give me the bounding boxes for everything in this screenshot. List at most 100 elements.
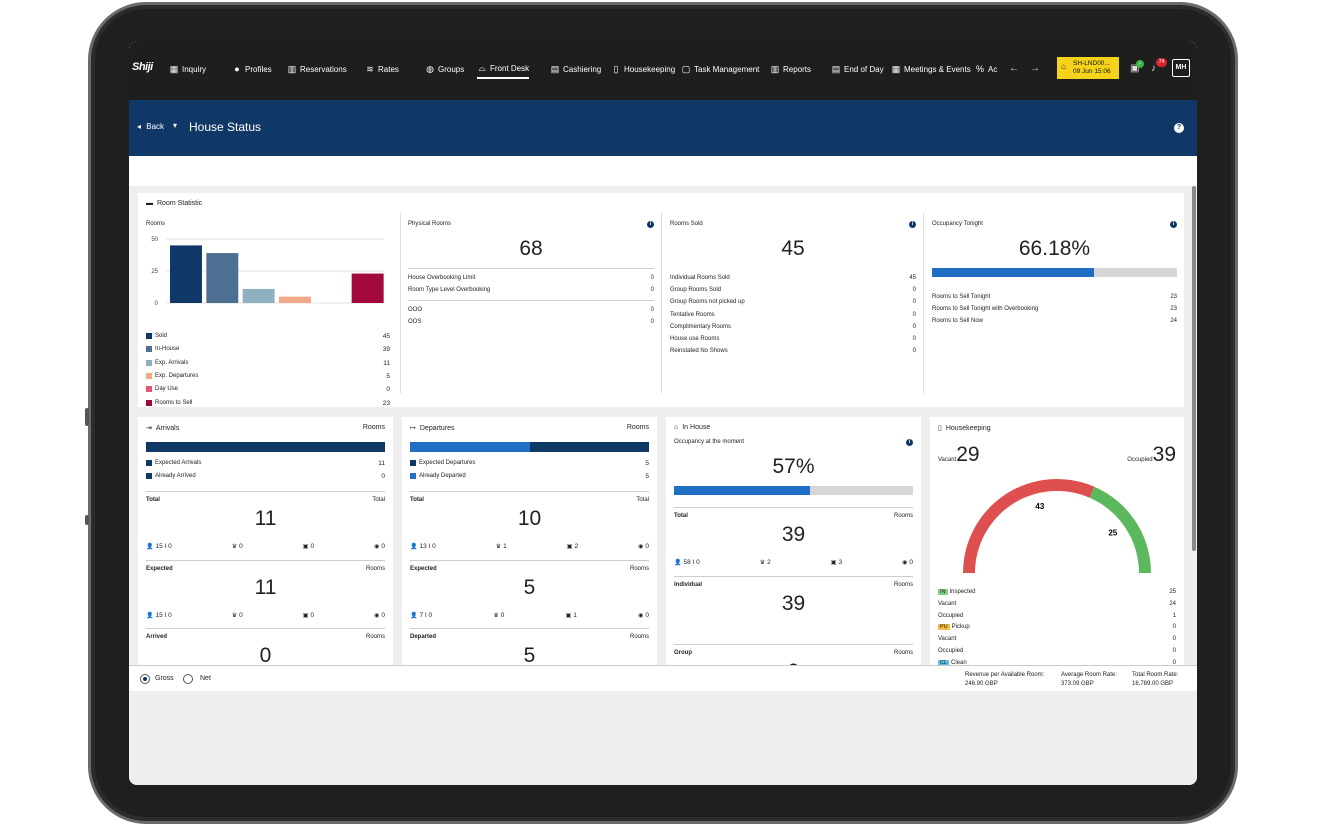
property-selector[interactable]: ⌂ SH-LND00... 09 Jun 15:06 xyxy=(1057,57,1119,79)
legend-item[interactable]: Sold xyxy=(146,333,167,339)
nav-item-front-desk[interactable]: ⌓ Front Desk xyxy=(477,62,530,79)
bed-icon: ▬ xyxy=(146,200,153,207)
nav-item-meetings-events[interactable]: ▦ Meetings & Events xyxy=(891,62,971,76)
nav-item-housekeeping[interactable]: ▯ Housekeeping xyxy=(611,62,676,76)
stat-value: 13 I 0 xyxy=(419,543,436,550)
occupancy-row: Rooms to Sell Tonight with Overbooking 23 xyxy=(932,306,1177,312)
back-button[interactable]: ◂ Back xyxy=(137,122,165,131)
gauge-green-label: 25 xyxy=(1108,528,1117,537)
legend-item[interactable]: Exp. Departures xyxy=(146,372,198,379)
bar-sold[interactable] xyxy=(170,245,202,303)
section-label: Expected xyxy=(410,565,437,572)
nav-item-reservations[interactable]: ▥ Reservations xyxy=(287,62,347,76)
vip-stat: ♛ 1 xyxy=(496,543,507,550)
nav-item-task-management[interactable]: ▢ Task Management xyxy=(681,62,760,76)
nav-item-end-of-day[interactable]: ▤ End of Day xyxy=(831,62,884,76)
stat-value: 0 xyxy=(310,543,315,550)
legend-item[interactable]: Rooms to Sell xyxy=(146,399,192,406)
row-label: Rooms to Sell Tonight with Overbooking xyxy=(932,306,1039,312)
occupied-value: 39 xyxy=(1152,443,1176,466)
gauge-vacant-arc[interactable] xyxy=(1089,486,1151,573)
vip-stat: ♛ 2 xyxy=(760,559,771,566)
stat-value: 0 xyxy=(239,543,243,550)
footer-bar: Gross Net Revenue per Available Room: 246… xyxy=(129,665,1197,691)
physical-row: House Overbooking Limit 0 xyxy=(408,275,654,281)
legend-swatch xyxy=(146,333,152,339)
nav-item-cashiering[interactable]: ▤ Cashiering xyxy=(550,62,602,76)
physical-rooms-title: Physical Rooms xyxy=(408,221,452,227)
occupied-stat: Occupied39 xyxy=(1127,443,1176,467)
section-value: 5 xyxy=(523,644,536,665)
legend-item[interactable]: In-House xyxy=(146,346,179,353)
gauge-occupied-arc[interactable] xyxy=(963,479,1095,573)
workstation-icon[interactable]: ▣ xyxy=(1130,63,1140,74)
nav-item-label: Reports xyxy=(783,64,812,74)
status-ok-badge: ✓ xyxy=(1136,60,1144,68)
document-icon: ▤ xyxy=(831,63,841,74)
chevron-down-icon[interactable]: ▾ xyxy=(173,121,178,130)
legend-swatch xyxy=(410,460,416,466)
legend-item[interactable]: Day Use xyxy=(146,386,178,393)
row-value: 0 xyxy=(650,287,654,293)
notification-bell-icon[interactable]: ♪ xyxy=(1151,63,1156,74)
back-arrow-icon[interactable]: ← xyxy=(1009,63,1019,74)
nav-item-rates[interactable]: ≋ Rates xyxy=(365,62,399,76)
nav-item-inquiry[interactable]: ▦ Inquiry xyxy=(169,62,206,76)
arrivals-card: ⇥ Arrivals Rooms Expected Arrivals 11 Alrea… xyxy=(138,417,393,665)
nav-item-label: Meetings & Events xyxy=(904,64,971,74)
housekeeping-gauge: 43 25 xyxy=(963,479,1151,573)
rooms-chart-section: Rooms 50 25 0 Sold 45 In-House 39 Exp. Arrival… xyxy=(138,213,398,407)
scrollbar[interactable] xyxy=(1192,186,1196,551)
legend-label: Expected Arrivals xyxy=(155,460,202,466)
row-label: Tentative Rooms xyxy=(670,311,715,318)
gross-radio[interactable] xyxy=(140,674,150,684)
user-avatar[interactable]: MH xyxy=(1172,59,1190,77)
info-icon[interactable]: i xyxy=(909,221,916,228)
row-value: 0 xyxy=(650,275,654,281)
legend-item[interactable]: Exp. Arrivals xyxy=(146,359,188,366)
stat-value: 2 xyxy=(574,543,579,550)
rooms-sold-row: Complimentary Rooms 0 xyxy=(670,324,916,330)
guest-icon: 👤 xyxy=(146,544,154,550)
meetings-icon: ▦ xyxy=(891,63,901,74)
net-radio[interactable] xyxy=(183,674,193,684)
physical-row: OOS 0 xyxy=(408,319,654,325)
guest-icon: 👤 xyxy=(410,612,418,619)
bar-rooms-to-sell[interactable] xyxy=(351,273,384,303)
shiji-logo[interactable]: Shiji xyxy=(132,61,153,73)
nav-item-label: Rates xyxy=(378,64,399,74)
housekeeping-row: Occupied 0 xyxy=(938,648,1176,654)
bar-exp-departures[interactable] xyxy=(279,296,311,303)
vip-icon: ♛ xyxy=(759,560,766,566)
info-icon[interactable]: i xyxy=(647,221,654,228)
luggage-icon: ▣ xyxy=(302,612,309,619)
footer-stat: Revenue per Available Room: 246.90 GBP xyxy=(965,671,1044,689)
help-icon[interactable]: ? xyxy=(1174,123,1184,133)
section-value: 39 xyxy=(781,591,806,615)
footer-stat-label: Total Room Rate: xyxy=(1132,672,1179,678)
departures-header: ↦ Departures xyxy=(410,424,455,433)
forward-arrow-icon[interactable]: → xyxy=(1030,63,1040,74)
nav-item-label: Housekeeping xyxy=(624,64,676,74)
arrivals-title: Arrivals xyxy=(155,424,180,432)
nav-item-groups[interactable]: ◍ Groups xyxy=(425,62,464,76)
nav-item-reports[interactable]: ▥ Reports xyxy=(770,62,811,76)
bar-exp-arrivals[interactable] xyxy=(242,288,275,303)
luggage-stat: ▣ 2 xyxy=(567,543,578,550)
legend-swatch xyxy=(146,372,152,379)
nav-item-ac[interactable]: % Ac xyxy=(975,62,997,76)
info-icon[interactable]: i xyxy=(1170,221,1177,228)
filter-strip xyxy=(129,156,1197,186)
page-header: ◂ Back ▾ House Status ? xyxy=(129,100,1197,156)
nav-item-profiles[interactable]: ● Profiles xyxy=(232,62,271,76)
net-label: Net xyxy=(200,675,211,682)
housekeeping-header: ▯ Housekeeping xyxy=(938,424,991,433)
guest-stat: 👤 7 I 0 xyxy=(410,612,432,619)
section-label: Total xyxy=(146,497,160,503)
back-label: Back xyxy=(146,122,165,131)
rooms-sold-row: Group Rooms not picked up 0 xyxy=(670,299,916,305)
bar-in-house[interactable] xyxy=(206,253,239,303)
info-icon[interactable]: i xyxy=(906,439,913,446)
legend-value: 5 xyxy=(645,460,649,467)
empty-area xyxy=(129,691,1197,785)
